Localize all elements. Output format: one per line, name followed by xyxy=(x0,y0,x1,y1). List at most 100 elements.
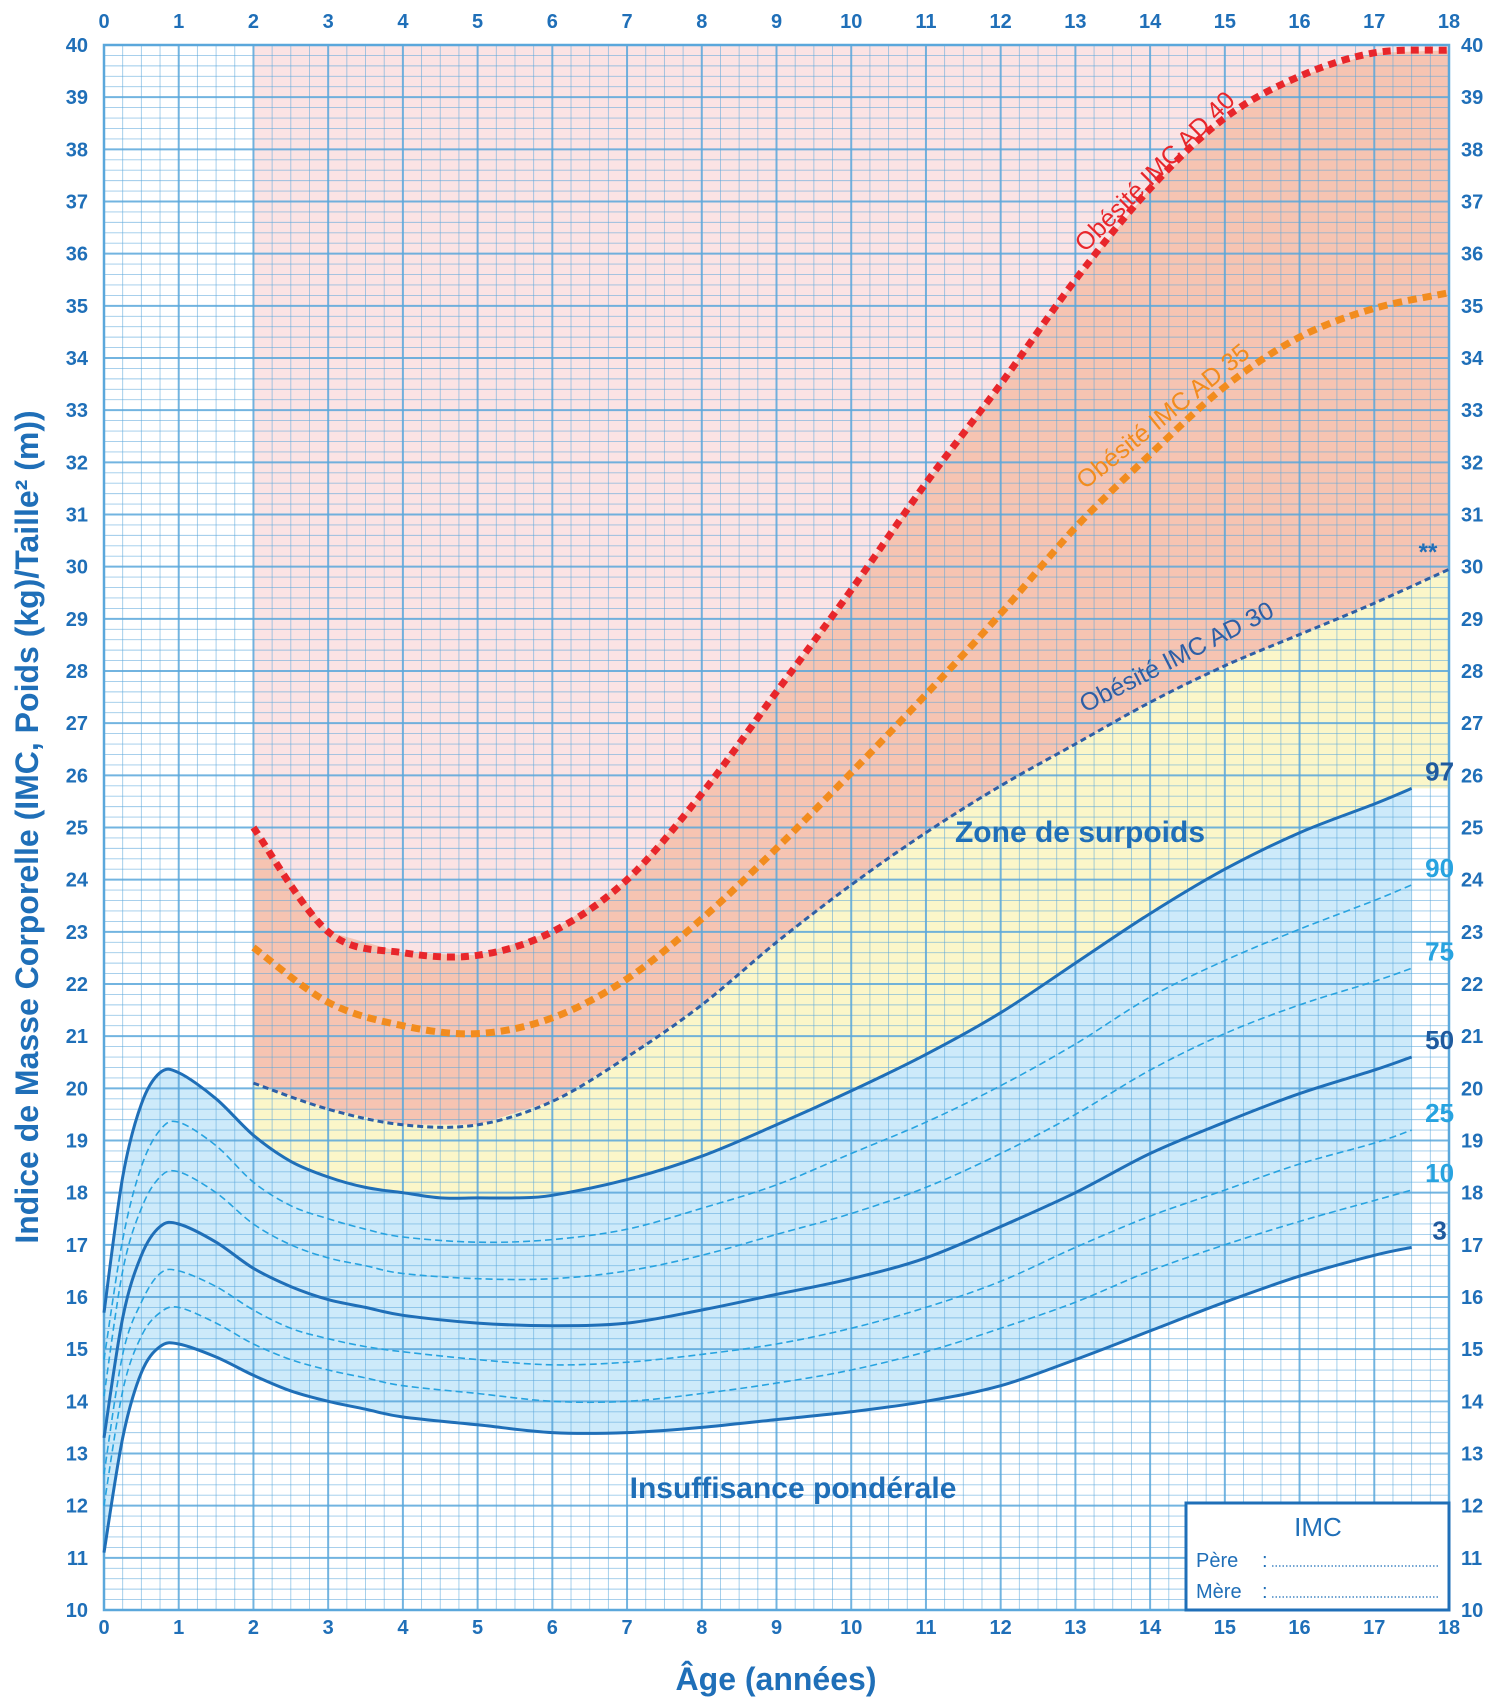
y-tick-left: 24 xyxy=(66,870,89,892)
x-tick-top: 2 xyxy=(248,11,259,33)
x-tick-bottom: 14 xyxy=(1139,1617,1162,1639)
y-tick-left: 22 xyxy=(66,974,88,996)
y-tick-left: 29 xyxy=(66,609,88,631)
y-tick-right: 40 xyxy=(1461,35,1483,57)
y-tick-left: 12 xyxy=(66,1496,88,1518)
x-tick-top: 1 xyxy=(173,11,184,33)
y-tick-left: 35 xyxy=(66,296,88,318)
x-tick-bottom: 12 xyxy=(990,1617,1012,1639)
y-axis-title: Indice de Masse Corporelle (IMC, Poids (… xyxy=(9,410,45,1243)
y-tick-left: 26 xyxy=(66,765,88,787)
percentile-10-line xyxy=(103,1189,1412,1506)
y-tick-right: 28 xyxy=(1461,661,1483,683)
y-tick-right: 16 xyxy=(1461,1287,1483,1309)
percentile-25-label: 25 xyxy=(1425,1098,1454,1128)
y-tick-left: 16 xyxy=(66,1287,88,1309)
percentile-50-label: 50 xyxy=(1425,1025,1454,1055)
y-tick-right: 36 xyxy=(1461,244,1483,266)
y-tick-right: 29 xyxy=(1461,609,1483,631)
y-tick-left: 36 xyxy=(66,244,88,266)
x-tick-top: 7 xyxy=(621,11,632,33)
y-tick-right: 34 xyxy=(1461,348,1484,370)
percentile-25-line xyxy=(103,1129,1412,1475)
x-tick-top: 9 xyxy=(771,11,782,33)
x-tick-bottom: 11 xyxy=(915,1617,936,1639)
y-tick-right: 27 xyxy=(1461,713,1483,735)
y-tick-right: 20 xyxy=(1461,1078,1483,1100)
y-tick-right: 18 xyxy=(1461,1183,1483,1205)
y-tick-right: 15 xyxy=(1461,1339,1483,1361)
y-tick-right: 13 xyxy=(1461,1444,1483,1466)
x-tick-bottom: 0 xyxy=(98,1617,109,1639)
y-tick-left: 39 xyxy=(66,87,88,109)
y-tick-left: 25 xyxy=(66,818,88,840)
y-tick-right: 32 xyxy=(1461,452,1483,474)
x-tick-top: 11 xyxy=(915,11,936,33)
y-tick-left: 30 xyxy=(66,557,88,579)
obesity-curve-35 xyxy=(251,289,1450,1038)
y-tick-right: 11 xyxy=(1461,1548,1482,1570)
percentile-97-line xyxy=(102,787,1413,1313)
legend-father-label: Père xyxy=(1196,1550,1238,1572)
y-tick-right: 22 xyxy=(1461,974,1483,996)
percentile-50-line xyxy=(102,1055,1413,1439)
y-tick-left: 27 xyxy=(66,713,88,735)
y-tick-right: 17 xyxy=(1461,1235,1483,1257)
x-tick-bottom: 13 xyxy=(1064,1617,1086,1639)
y-tick-right: 10 xyxy=(1461,1600,1483,1622)
y-tick-right: 19 xyxy=(1461,1131,1483,1153)
x-tick-top: 16 xyxy=(1288,11,1310,33)
percentile-90-line xyxy=(103,884,1412,1360)
x-tick-bottom: 8 xyxy=(696,1617,707,1639)
y-tick-left: 37 xyxy=(66,192,88,214)
x-tick-bottom: 18 xyxy=(1438,1617,1460,1639)
y-tick-left: 15 xyxy=(66,1339,88,1361)
y-tick-left: 19 xyxy=(66,1131,88,1153)
y-tick-left: 34 xyxy=(66,348,89,370)
underweight-zone-label: Insuffisance pondérale xyxy=(630,1472,957,1505)
x-tick-bottom: 10 xyxy=(840,1617,862,1639)
x-tick-bottom: 6 xyxy=(547,1617,558,1639)
y-tick-right: 38 xyxy=(1461,139,1483,161)
y-tick-left: 18 xyxy=(66,1183,88,1205)
x-tick-top: 13 xyxy=(1064,11,1086,33)
imc-legend-box: IMC Père : Mère : xyxy=(1184,1501,1451,1612)
y-tick-right: 23 xyxy=(1461,922,1483,944)
percentile-10-label: 10 xyxy=(1425,1158,1454,1188)
y-tick-right: 21 xyxy=(1461,1026,1483,1048)
x-tick-top: 0 xyxy=(98,11,109,33)
y-tick-left: 10 xyxy=(66,1600,88,1622)
y-tick-right: 26 xyxy=(1461,765,1483,787)
chart-grid xyxy=(102,43,1451,1612)
x-tick-top: 6 xyxy=(547,11,558,33)
x-tick-bottom: 5 xyxy=(472,1617,483,1639)
x-axis-title: Âge (années) xyxy=(676,1661,877,1697)
y-tick-right: 33 xyxy=(1461,400,1483,422)
x-tick-top: 15 xyxy=(1214,11,1236,33)
y-tick-left: 14 xyxy=(66,1391,89,1413)
y-tick-right: 12 xyxy=(1461,1496,1483,1518)
y-tick-left: 40 xyxy=(66,35,88,57)
x-tick-bottom: 17 xyxy=(1363,1617,1385,1639)
legend-title: IMC xyxy=(1294,1512,1342,1542)
y-tick-right: 35 xyxy=(1461,296,1483,318)
percentile-97-label: 97 xyxy=(1425,756,1454,786)
plot-border xyxy=(102,43,1451,1612)
y-tick-right: 24 xyxy=(1461,870,1484,892)
x-tick-top: 3 xyxy=(323,11,334,33)
y-tick-right: 37 xyxy=(1461,192,1483,214)
percentile-75-line xyxy=(103,967,1412,1397)
y-tick-left: 33 xyxy=(66,400,88,422)
x-tick-bottom: 3 xyxy=(323,1617,334,1639)
chart-ticks: 0011223344556677889910101111121213131414… xyxy=(66,11,1484,1639)
percentile-3-line xyxy=(102,1245,1412,1553)
x-tick-bottom: 15 xyxy=(1214,1617,1236,1639)
y-tick-left: 23 xyxy=(66,922,88,944)
x-tick-bottom: 1 xyxy=(173,1617,184,1639)
y-tick-left: 21 xyxy=(66,1026,88,1048)
obesity-curve-40 xyxy=(250,46,1450,961)
percentile-75-label: 75 xyxy=(1425,936,1454,966)
x-tick-bottom: 9 xyxy=(771,1617,782,1639)
asterisk-note: ** xyxy=(1419,539,1438,566)
